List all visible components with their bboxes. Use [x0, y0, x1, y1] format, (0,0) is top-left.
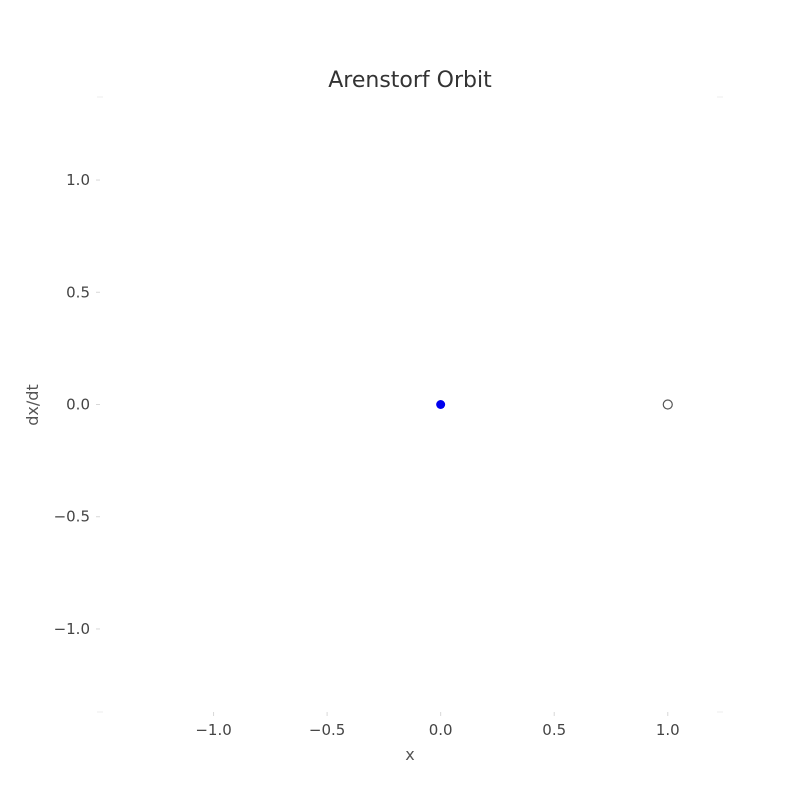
- open-data-point: [662, 399, 673, 410]
- y-axis-ticks: 1.0 0.5 0.0 −0.5 −1.0: [54, 171, 100, 638]
- y-tick-label: −1.0: [54, 620, 90, 638]
- y-tick-label: 0.0: [66, 396, 90, 414]
- x-tick-label: −1.0: [195, 721, 231, 739]
- x-axis-label: x: [405, 745, 414, 764]
- y-tick-label: 1.0: [66, 171, 90, 189]
- x-axis-ticks: −1.0 −0.5 0.0 0.5 1.0: [195, 712, 680, 739]
- x-tick-label: 0.5: [542, 721, 566, 739]
- y-tick-label: 0.5: [66, 283, 90, 301]
- y-tick-label: −0.5: [54, 508, 90, 526]
- filled-data-point: [436, 400, 446, 409]
- x-tick-label: 0.0: [429, 721, 453, 739]
- data-points: [436, 399, 673, 410]
- y-axis-label: dx/dt: [23, 384, 42, 425]
- plot-frame-corners: [97, 96, 723, 713]
- chart-title: Arenstorf Orbit: [328, 68, 492, 93]
- x-tick-label: 1.0: [656, 721, 680, 739]
- x-tick-label: −0.5: [309, 721, 345, 739]
